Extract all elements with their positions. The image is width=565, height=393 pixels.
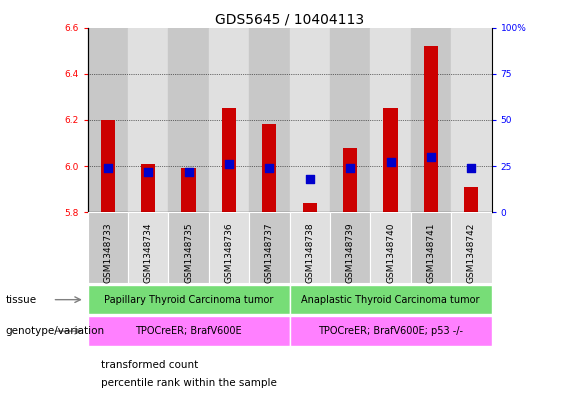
Bar bbox=[303, 203, 317, 212]
Point bbox=[144, 169, 153, 175]
Point bbox=[427, 154, 436, 160]
Point bbox=[386, 159, 395, 165]
Point bbox=[184, 169, 193, 175]
Bar bbox=[249, 28, 289, 212]
Text: GSM1348736: GSM1348736 bbox=[224, 223, 233, 283]
Bar bbox=[290, 28, 330, 212]
Bar bbox=[290, 285, 492, 314]
Point bbox=[224, 161, 233, 167]
Bar bbox=[343, 147, 357, 212]
Text: GSM1348738: GSM1348738 bbox=[305, 223, 314, 283]
Bar bbox=[451, 28, 492, 212]
Point bbox=[467, 165, 476, 171]
Bar bbox=[88, 212, 128, 283]
Text: tissue: tissue bbox=[6, 295, 37, 305]
Text: GSM1348733: GSM1348733 bbox=[103, 223, 112, 283]
Point bbox=[103, 165, 112, 171]
Point bbox=[265, 165, 274, 171]
Text: GSM1348737: GSM1348737 bbox=[265, 223, 274, 283]
Text: GSM1348741: GSM1348741 bbox=[427, 223, 436, 283]
Bar bbox=[330, 28, 371, 212]
Bar bbox=[209, 212, 249, 283]
Bar bbox=[88, 285, 290, 314]
Point bbox=[305, 176, 314, 182]
Text: transformed count: transformed count bbox=[101, 360, 198, 370]
Bar bbox=[222, 108, 236, 212]
Bar bbox=[371, 28, 411, 212]
Bar bbox=[141, 164, 155, 212]
Bar bbox=[411, 212, 451, 283]
Bar bbox=[88, 316, 290, 346]
Text: TPOCreER; BrafV600E: TPOCreER; BrafV600E bbox=[135, 326, 242, 336]
Bar bbox=[128, 212, 168, 283]
Text: GSM1348735: GSM1348735 bbox=[184, 223, 193, 283]
Bar bbox=[330, 212, 371, 283]
Title: GDS5645 / 10404113: GDS5645 / 10404113 bbox=[215, 12, 364, 26]
Bar bbox=[128, 28, 168, 212]
Text: GSM1348739: GSM1348739 bbox=[346, 223, 355, 283]
Bar bbox=[464, 187, 479, 212]
Text: genotype/variation: genotype/variation bbox=[6, 326, 105, 336]
Text: Papillary Thyroid Carcinoma tumor: Papillary Thyroid Carcinoma tumor bbox=[104, 295, 273, 305]
Bar bbox=[411, 28, 451, 212]
Bar bbox=[451, 212, 492, 283]
Bar bbox=[168, 212, 209, 283]
Bar bbox=[290, 316, 492, 346]
Bar bbox=[101, 120, 115, 212]
Bar bbox=[181, 168, 195, 212]
Bar bbox=[209, 28, 249, 212]
Text: GSM1348734: GSM1348734 bbox=[144, 223, 153, 283]
Bar bbox=[88, 28, 128, 212]
Text: GSM1348740: GSM1348740 bbox=[386, 223, 395, 283]
Bar bbox=[371, 212, 411, 283]
Text: Anaplastic Thyroid Carcinoma tumor: Anaplastic Thyroid Carcinoma tumor bbox=[301, 295, 480, 305]
Bar bbox=[384, 108, 398, 212]
Point bbox=[346, 165, 355, 171]
Text: percentile rank within the sample: percentile rank within the sample bbox=[101, 378, 277, 388]
Bar bbox=[168, 28, 209, 212]
Bar bbox=[249, 212, 289, 283]
Text: TPOCreER; BrafV600E; p53 -/-: TPOCreER; BrafV600E; p53 -/- bbox=[318, 326, 463, 336]
Text: GSM1348742: GSM1348742 bbox=[467, 223, 476, 283]
Bar bbox=[290, 212, 330, 283]
Bar bbox=[424, 46, 438, 212]
Bar bbox=[262, 125, 276, 212]
